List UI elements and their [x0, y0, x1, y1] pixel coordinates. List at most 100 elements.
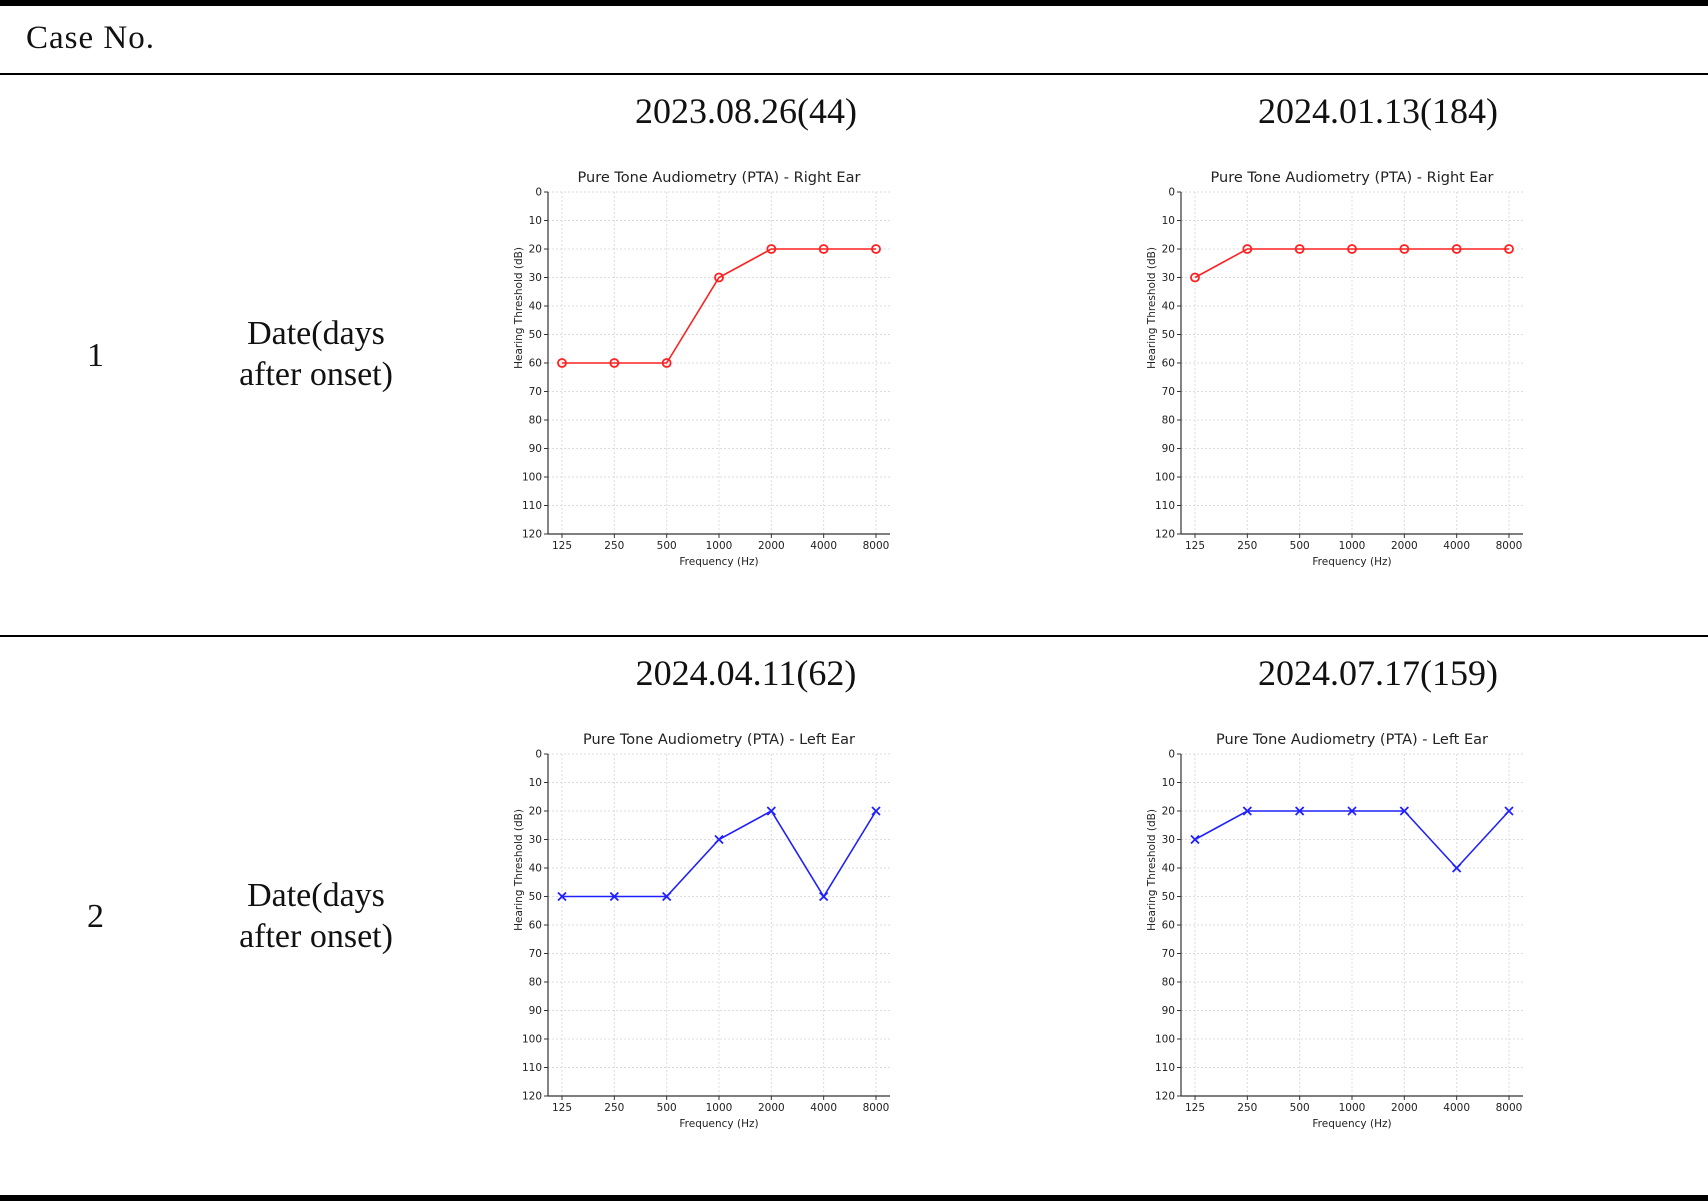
marker-stroke	[766, 806, 776, 816]
y-tick-label: 20	[1162, 244, 1175, 256]
data-point	[609, 891, 619, 902]
date-header-1b: 2024.01.13(184)	[1258, 91, 1498, 131]
marker-stroke	[714, 834, 724, 845]
y-tick-label: 10	[529, 777, 542, 789]
y-tick-label: 80	[1162, 977, 1175, 989]
audiogram-chart-2: Pure Tone Audiometry (PTA) - Right Ear 0 1…	[1146, 170, 1523, 568]
y-tick-label: 60	[1162, 920, 1175, 932]
y-tick-label: 90	[529, 1005, 542, 1017]
audiogram-chart-3: Pure Tone Audiometry (PTA) - Left Ear 0 10…	[513, 732, 890, 1130]
y-tick-label: 70	[1162, 386, 1175, 398]
y-tick-label: 50	[529, 891, 542, 903]
marker-stroke	[1347, 806, 1357, 816]
x-tick-label: 250	[604, 1102, 624, 1114]
y-tick-label: 30	[529, 272, 542, 284]
x-tick-label: 125	[1185, 1102, 1205, 1114]
y-tick-label: 20	[529, 244, 542, 256]
chart-title: Pure Tone Audiometry (PTA) - Right Ear	[1211, 170, 1494, 186]
y-tick-label: 30	[1162, 272, 1175, 284]
case-number-2: 2	[87, 898, 104, 935]
y-tick-label: 60	[529, 920, 542, 932]
x-tick-label: 4000	[810, 540, 837, 552]
date-label-2: Date(days after onset)	[186, 875, 446, 957]
date-label-line2: after onset)	[239, 918, 393, 955]
y-tick-label: 50	[1162, 329, 1175, 341]
chart-title: Pure Tone Audiometry (PTA) - Right Ear	[578, 170, 861, 186]
x-tick-label: 8000	[863, 540, 890, 552]
y-tick-label: 110	[522, 500, 542, 512]
y-tick-label: 110	[1155, 500, 1175, 512]
x-tick-label: 2000	[758, 540, 785, 552]
y-tick-label: 80	[529, 415, 542, 427]
marker-stroke	[1452, 863, 1462, 873]
data-point	[714, 834, 724, 845]
y-tick-label: 10	[1162, 777, 1175, 789]
y-tick-label: 60	[529, 358, 542, 370]
y-tick-label: 70	[529, 386, 542, 398]
y-tick-label: 10	[529, 215, 542, 227]
data-point	[1399, 806, 1409, 816]
chart-title: Pure Tone Audiometry (PTA) - Left Ear	[1216, 732, 1488, 748]
audiogram-chart-4: Pure Tone Audiometry (PTA) - Left Ear 0 10…	[1146, 732, 1523, 1130]
data-point	[766, 806, 776, 816]
date-header-1a: 2023.08.26(44)	[635, 91, 857, 131]
top-rule	[0, 0, 1708, 6]
x-axis-label: Frequency (Hz)	[1312, 556, 1391, 568]
marker-stroke	[871, 806, 881, 816]
x-tick-label: 8000	[1496, 1102, 1523, 1114]
x-axis-label: Frequency (Hz)	[679, 556, 758, 568]
data-point	[1347, 806, 1357, 816]
y-tick-label: 70	[529, 948, 542, 960]
y-tick-label: 40	[1162, 863, 1175, 875]
data-point	[714, 272, 724, 283]
y-tick-label: 0	[1168, 749, 1175, 761]
date-label-line1: Date(days	[247, 877, 385, 914]
x-tick-label: 2000	[758, 1102, 785, 1114]
data-point	[1504, 806, 1514, 816]
date-label-line2: after onset)	[239, 356, 393, 393]
y-tick-label: 80	[529, 977, 542, 989]
y-tick-label: 120	[1155, 1091, 1175, 1103]
marker-stroke	[1242, 806, 1252, 816]
y-tick-label: 100	[1155, 1034, 1175, 1046]
y-axis-label: Hearing Threshold (dB)	[513, 809, 525, 931]
bottom-rule	[0, 1195, 1708, 1201]
y-tick-label: 60	[1162, 358, 1175, 370]
series-line	[1194, 248, 1509, 279]
x-axis-label: Frequency (Hz)	[1312, 1118, 1391, 1130]
data-point	[662, 891, 672, 902]
data-point	[1452, 863, 1462, 873]
x-tick-label: 250	[604, 540, 624, 552]
y-tick-label: 30	[529, 834, 542, 846]
x-tick-label: 8000	[1496, 540, 1523, 552]
y-tick-label: 100	[522, 472, 542, 484]
x-tick-label: 2000	[1391, 1102, 1418, 1114]
y-tick-label: 40	[529, 301, 542, 313]
marker-stroke	[819, 891, 829, 902]
x-tick-label: 1000	[706, 1102, 733, 1114]
x-tick-label: 250	[1237, 1102, 1257, 1114]
chart-title: Pure Tone Audiometry (PTA) - Left Ear	[583, 732, 855, 748]
x-tick-label: 8000	[863, 1102, 890, 1114]
marker-stroke	[609, 891, 619, 902]
data-point	[1242, 806, 1252, 816]
data-point	[819, 891, 829, 902]
date-header-2b: 2024.07.17(159)	[1258, 653, 1498, 693]
data-point	[661, 358, 672, 368]
y-tick-label: 110	[522, 1062, 542, 1074]
series-line	[562, 248, 876, 364]
data-point	[1190, 272, 1200, 283]
y-axis-label: Hearing Threshold (dB)	[1146, 809, 1158, 931]
data-point	[1504, 244, 1514, 254]
y-tick-label: 30	[1162, 834, 1175, 846]
y-tick-label: 90	[1162, 443, 1175, 455]
x-tick-label: 125	[552, 1102, 572, 1114]
y-tick-label: 40	[1162, 301, 1175, 313]
marker-stroke	[557, 891, 567, 902]
y-tick-label: 70	[1162, 948, 1175, 960]
x-tick-label: 500	[1290, 540, 1310, 552]
y-tick-label: 20	[1162, 806, 1175, 818]
x-tick-label: 500	[1290, 1102, 1310, 1114]
case-number-1: 1	[87, 337, 104, 374]
y-tick-label: 80	[1162, 415, 1175, 427]
